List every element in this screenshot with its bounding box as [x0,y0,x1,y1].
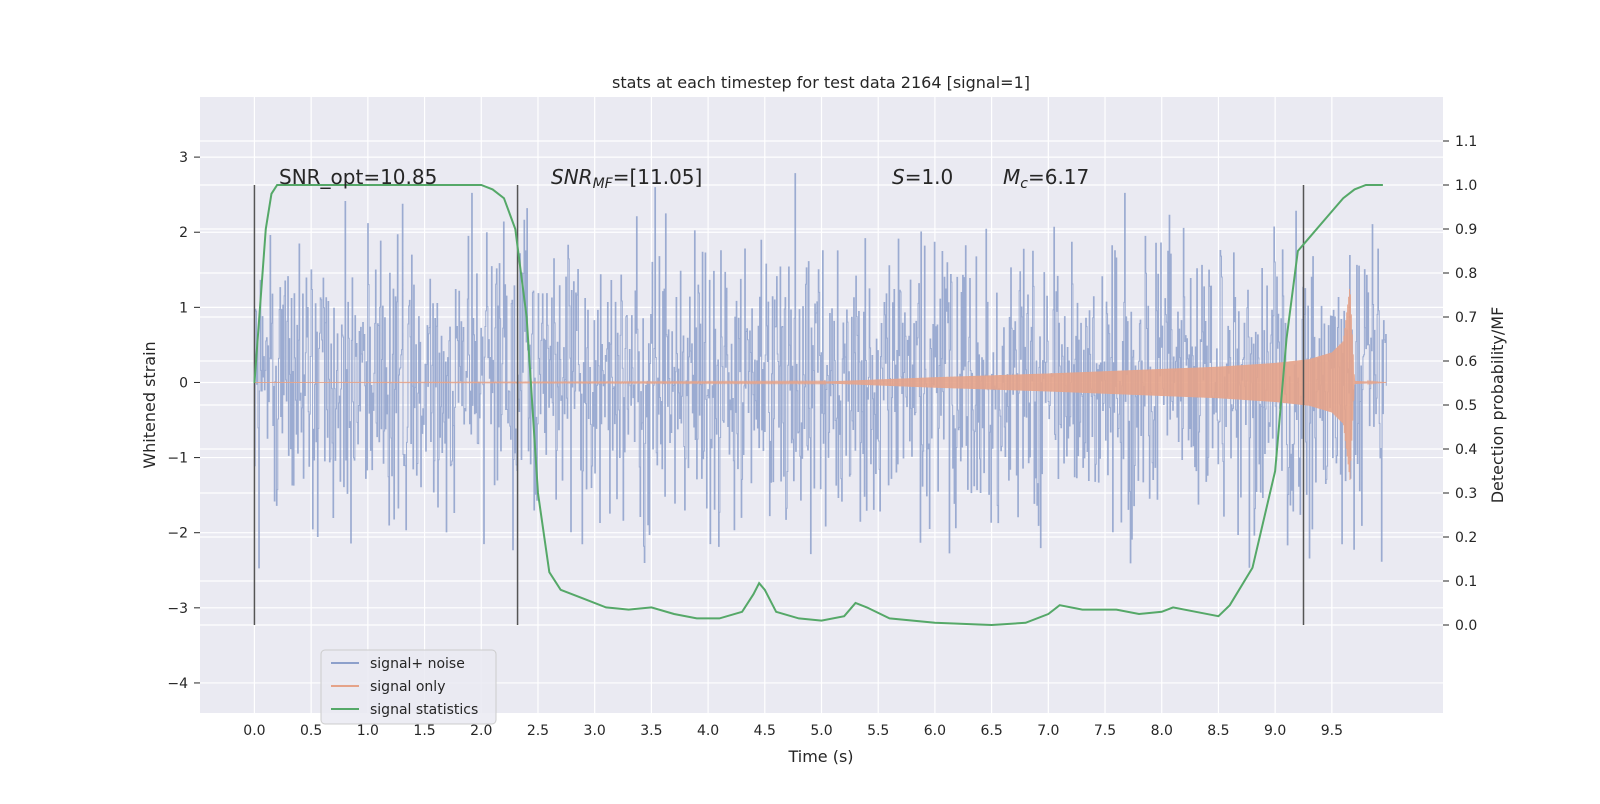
y-right-axis-label: Detection probability/MF [1488,307,1507,504]
vertical-markers [253,185,1305,625]
y-left-tick-label: 3 [179,150,188,166]
x-tick-label: 3.0 [584,723,606,739]
legend-label-signal-noise: signal+ noise [370,656,465,672]
y-left-axis-label: Whitened strain [140,341,159,468]
annotation-s: S=1.0 [892,165,953,189]
y-right-tick-label: 0.8 [1455,266,1477,282]
series-signal-statistics [253,184,1383,627]
signal-statistics-line [253,184,1383,627]
annotation-snr-opt: SNR_opt=10.85 [279,165,437,189]
annotation-snr-mf: SNRMF=[11.05] [551,165,702,192]
x-tick-label: 1.5 [413,723,435,739]
x-tick-label: 5.5 [867,723,889,739]
x-axis-label: Time (s) [787,747,853,766]
x-tick-label: 7.0 [1037,723,1059,739]
x-tick-label: 2.0 [470,723,492,739]
y-right-axis-ticks: 1.1 1.0 0.9 0.8 0.7 0.6 0.5 0.4 0.3 0.2 0.1 0.0 [1443,134,1477,634]
y-left-tick-label: −4 [167,676,188,692]
x-tick-label: 8.5 [1207,723,1229,739]
y-right-tick-label: 1.0 [1455,178,1477,194]
x-tick-label: 9.5 [1321,723,1343,739]
y-left-tick-label: 2 [179,225,188,241]
x-tick-label: 5.0 [810,723,832,739]
x-tick-label: 7.5 [1094,723,1116,739]
y-right-tick-label: 0.5 [1455,398,1477,414]
x-tick-label: 0.5 [300,723,322,739]
legend: signal+ noise signal only signal statist… [320,649,497,725]
y-right-tick-label: 0.1 [1455,574,1477,590]
x-tick-label: 4.5 [754,723,776,739]
series-signal-only [254,288,1387,480]
y-right-tick-label: 0.3 [1455,486,1477,502]
chart-title: stats at each timestep for test data 216… [612,73,1030,92]
x-tick-label: 9.0 [1264,723,1286,739]
y-left-tick-label: −2 [167,526,188,542]
legend-label-signal-only: signal only [370,679,445,695]
y-left-tick-label: 1 [179,300,188,316]
x-tick-label: 8.0 [1151,723,1173,739]
legend-label-signal-statistics: signal statistics [370,702,478,718]
x-tick-label: 4.0 [697,723,719,739]
y-right-tick-label: 0.0 [1455,618,1477,634]
y-right-tick-label: 0.4 [1455,442,1477,458]
x-tick-label: 3.5 [640,723,662,739]
x-tick-label: 6.5 [980,723,1002,739]
x-tick-label: 1.0 [357,723,379,739]
y-right-tick-label: 0.9 [1455,222,1477,238]
y-right-tick-label: 0.7 [1455,310,1477,326]
y-left-tick-label: −1 [167,451,188,467]
y-right-tick-label: 0.6 [1455,354,1477,370]
signal-only-line [254,288,1387,480]
y-right-tick-label: 1.1 [1455,134,1477,150]
x-tick-label: 2.5 [527,723,549,739]
x-tick-label: 6.0 [924,723,946,739]
annotation-mc: Mc=6.17 [1003,165,1089,192]
x-axis-ticks: 0.0 0.5 1.0 1.5 2.0 2.5 3.0 3.5 4.0 4.5 5.0 5.5 6.0 6… [243,723,1343,739]
y-left-tick-label: 0 [179,375,188,391]
y-right-tick-label: 0.2 [1455,530,1477,546]
x-tick-label: 0.0 [243,723,265,739]
y-left-tick-label: −3 [167,601,188,617]
y-left-axis-ticks: 3 2 1 0 −1 −2 −3 −4 [167,150,200,692]
legend-box [320,649,497,725]
